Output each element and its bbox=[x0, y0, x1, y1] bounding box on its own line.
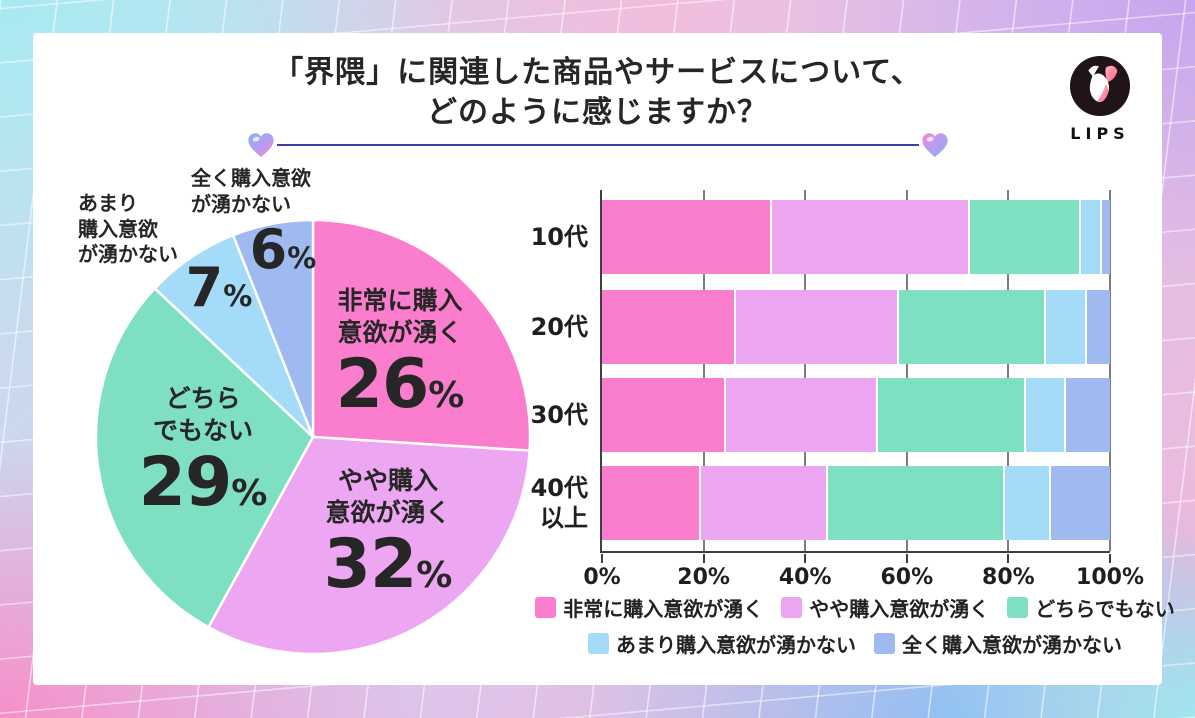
title-line-1: 「界隈」に関連した商品やサービスについて、 bbox=[273, 55, 922, 90]
lips-deer-icon bbox=[1069, 55, 1131, 117]
legend-item: どちらでもない bbox=[1007, 593, 1175, 622]
legend-item: あまり購入意欲が湧かない bbox=[588, 629, 856, 658]
bar-segment bbox=[723, 378, 877, 452]
bar-segment bbox=[1003, 466, 1050, 540]
pie-label-no-want-at-all: 全く購入意欲 が湧かない bbox=[191, 166, 311, 216]
title-line-2: どのように感じますか？ bbox=[427, 94, 768, 130]
axis-tick-100% bbox=[1109, 553, 1111, 563]
pie-value-somewhat-want: 32 bbox=[323, 525, 418, 604]
bar-segment bbox=[1064, 378, 1110, 452]
bar-row-30代: 30代 bbox=[531, 378, 1110, 452]
bar-segment bbox=[1049, 466, 1110, 540]
chart-legend: 非常に購入意欲が湧く やや購入意欲が湧く どちらでもないあまり購入意欲が湧かない 全く… bbox=[495, 593, 1195, 658]
bar-segment bbox=[1084, 290, 1110, 364]
legend-label: 非常に購入意欲が湧く bbox=[563, 597, 764, 621]
pie-chart bbox=[94, 218, 532, 656]
pie-value-no-want-at-all: 6% bbox=[249, 218, 317, 281]
bar-segment bbox=[896, 290, 1044, 364]
title-divider bbox=[245, 129, 951, 161]
gridline-60% bbox=[905, 190, 908, 551]
heart-icon-right bbox=[921, 133, 948, 157]
tick-label-80%: 80% bbox=[982, 565, 1035, 590]
pie-label-neutral: どちら でもない 29% bbox=[138, 384, 268, 522]
legend-label: あまり購入意欲が湧かない bbox=[616, 633, 856, 657]
gridline-40% bbox=[804, 190, 807, 551]
bar-segment bbox=[1043, 290, 1085, 364]
legend-swatch bbox=[874, 633, 895, 654]
bar-row-20代: 20代 bbox=[531, 290, 1110, 364]
bar-chart: 0% 20% 40% 60% 80% 100% 10代 20代 30代 40代 以上 bbox=[531, 190, 1144, 590]
pie-slice-0 bbox=[311, 218, 532, 452]
bar-segment bbox=[602, 466, 699, 540]
pie-label-not-much-want: あまり 購入意欲 が湧かない bbox=[78, 191, 178, 267]
gridline-80% bbox=[1007, 190, 1010, 551]
bar-segment bbox=[769, 200, 968, 274]
legend-item: 非常に購入意欲が湧く bbox=[535, 593, 763, 622]
axis-tick-60% bbox=[905, 553, 908, 563]
tick-label-20%: 20% bbox=[677, 565, 730, 590]
infographic-card: 「界隈」に関連した商品やサービスについて、 どのように感じますか？ bbox=[33, 33, 1175, 685]
lips-logo-text: LIPS bbox=[1070, 124, 1130, 143]
divider-line bbox=[276, 143, 919, 147]
tick-label-60%: 60% bbox=[880, 565, 934, 590]
axis-tick-20% bbox=[702, 553, 705, 563]
legend-label: やや購入意欲が湧く bbox=[809, 597, 990, 621]
bar-segment bbox=[602, 290, 735, 364]
bar-segment bbox=[1023, 378, 1065, 452]
page-title: 「界隈」に関連した商品やサービスについて、 どのように感じますか？ bbox=[33, 53, 1162, 132]
heart-icon-left bbox=[247, 133, 274, 157]
bar-row-40代以上: 40代 以上 bbox=[531, 466, 1110, 540]
pie-value-neutral: 29 bbox=[138, 443, 233, 522]
gridline-100% bbox=[1109, 190, 1111, 551]
bar-segment bbox=[602, 378, 724, 452]
pie-slice-1 bbox=[207, 435, 531, 656]
legend-label: 全く購入意欲が湧かない bbox=[902, 633, 1122, 657]
bar-segment bbox=[825, 466, 1004, 540]
bar-segment bbox=[698, 466, 826, 540]
legend-row-2: あまり購入意欲が湧かない 全く購入意欲が湧かない bbox=[495, 629, 1195, 658]
pie-label-very-want: 非常に購入 意欲が湧く 26% bbox=[335, 286, 465, 424]
bar-segment bbox=[1099, 200, 1110, 274]
gridline-20% bbox=[702, 190, 705, 551]
legend-swatch bbox=[781, 597, 803, 618]
bar-segment bbox=[1079, 200, 1100, 274]
bar-row-label-20代: 20代 bbox=[530, 313, 588, 341]
pie-slice-4 bbox=[231, 218, 315, 439]
pie-value-not-much-want: 7% bbox=[185, 256, 253, 319]
legend-swatch bbox=[588, 633, 609, 654]
legend-swatch bbox=[535, 597, 557, 618]
axis-tick-80% bbox=[1007, 553, 1010, 563]
legend-row-1: 非常に購入意欲が湧く やや購入意欲が湧く どちらでもない bbox=[495, 593, 1195, 622]
bar-row-label-40代以上: 40代 以上 bbox=[530, 474, 588, 532]
tick-label-0%: 0% bbox=[583, 565, 621, 590]
axis-tick-40% bbox=[804, 553, 807, 563]
bar-row-10代: 10代 bbox=[531, 200, 1110, 274]
lips-logo: LIPS bbox=[1063, 55, 1137, 143]
bar-segment bbox=[602, 200, 770, 274]
pie-slice-2 bbox=[94, 287, 315, 629]
axis-tick-0% bbox=[601, 553, 603, 563]
legend-item: やや購入意欲が湧く bbox=[781, 593, 989, 622]
tick-label-100%: 100% bbox=[1076, 565, 1144, 590]
bar-row-label-10代: 10代 bbox=[530, 223, 588, 251]
bar-segment bbox=[876, 378, 1024, 452]
legend-swatch bbox=[1007, 597, 1029, 618]
bar-segment bbox=[967, 200, 1080, 274]
bar-row-label-30代: 30代 bbox=[530, 401, 588, 429]
tick-label-40%: 40% bbox=[778, 565, 832, 590]
pie-label-somewhat-want: やや購入 意欲が湧く 32% bbox=[323, 466, 453, 604]
bar-segment bbox=[734, 290, 897, 364]
legend-item: 全く購入意欲が湧かない bbox=[874, 629, 1122, 658]
legend-label: どちらでもない bbox=[1035, 597, 1175, 621]
pie-value-very-want: 26 bbox=[335, 345, 430, 424]
